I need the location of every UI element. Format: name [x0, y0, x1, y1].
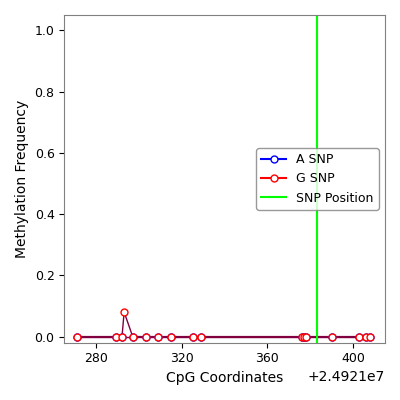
Legend: A SNP, G SNP, SNP Position: A SNP, G SNP, SNP Position	[256, 148, 379, 210]
Y-axis label: Methylation Frequency: Methylation Frequency	[15, 100, 29, 258]
X-axis label: CpG Coordinates: CpG Coordinates	[166, 371, 283, 385]
